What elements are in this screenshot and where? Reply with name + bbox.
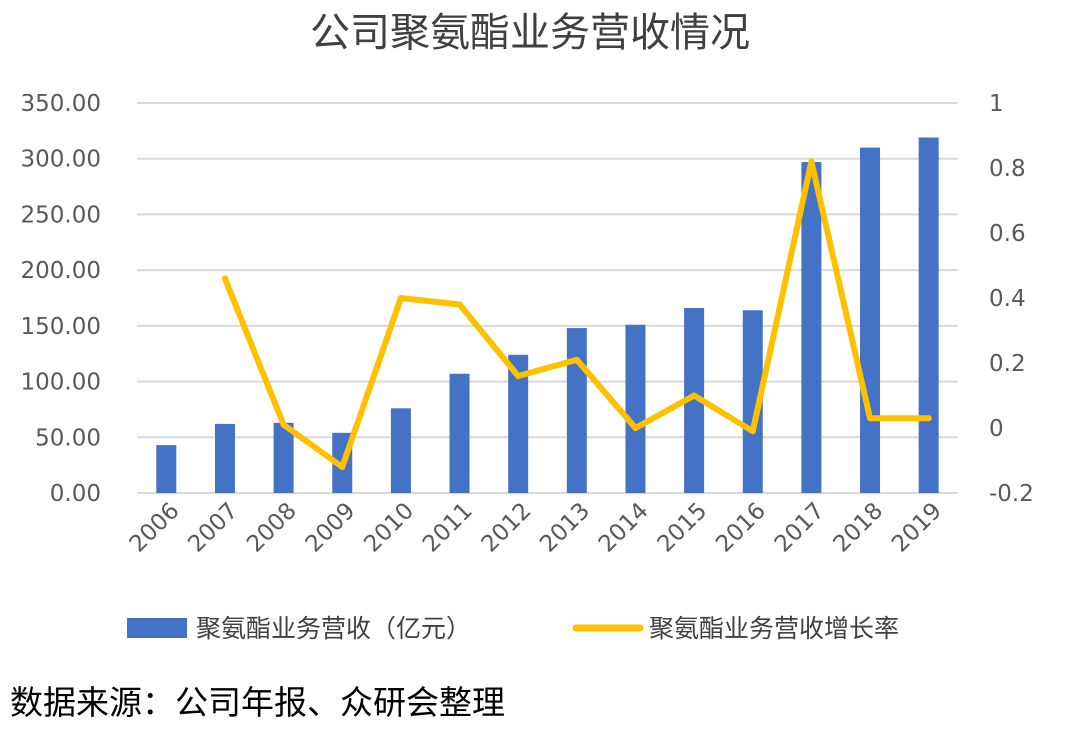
y-right-tick-label: 0.6	[989, 221, 1026, 247]
line-point	[339, 464, 346, 470]
bar	[273, 422, 294, 493]
line-point	[221, 275, 228, 282]
line-point	[691, 392, 698, 399]
line-point	[632, 425, 639, 431]
x-tick-label: 2011	[418, 498, 478, 558]
y-left-tick-label: 100.00	[21, 370, 101, 396]
y-left-tick-label: 250.00	[21, 202, 101, 228]
y-left-tick-label: 50.00	[35, 425, 101, 451]
x-tick-label: 2019	[887, 498, 947, 558]
legend-bar-label: 聚氨酯业务营收（亿元）	[196, 614, 471, 643]
bar	[390, 408, 411, 493]
line-point	[925, 415, 932, 422]
bar	[742, 310, 763, 493]
y-left-tick-label: 0.00	[50, 481, 101, 507]
line-series	[221, 158, 932, 470]
x-tick-label: 2010	[359, 498, 419, 558]
chart-title: 公司聚氨酯业务营收情况	[310, 10, 750, 56]
bar	[449, 373, 470, 493]
legend-line-label: 聚氨酯业务营收增长率	[649, 614, 899, 643]
bar	[508, 354, 529, 493]
x-tick-label: 2018	[828, 498, 888, 558]
line-point	[397, 295, 404, 301]
line-point	[808, 158, 815, 165]
line-point	[867, 415, 874, 422]
y-left-tick-label: 150.00	[21, 314, 101, 340]
x-tick-label: 2006	[125, 498, 185, 558]
y-right-tick-label: -0.2	[989, 481, 1034, 507]
line-point	[280, 421, 287, 428]
x-tick-label: 2007	[183, 498, 243, 558]
bar	[566, 328, 587, 493]
bar	[625, 324, 646, 493]
line-point	[456, 301, 463, 308]
x-tick-label: 2016	[711, 498, 771, 558]
line-point	[515, 373, 522, 379]
y-left-tick-label: 300.00	[21, 147, 101, 173]
chart: 公司聚氨酯业务营收情况 0.00 50.00 100.00 150.00 200.00 2…	[21, 10, 1034, 643]
x-tick-label: 2013	[535, 498, 595, 558]
bar	[684, 308, 705, 493]
gridlines	[137, 102, 958, 494]
bar	[918, 137, 939, 494]
y-axis-left: 0.00 50.00 100.00 150.00 200.00 250.00 300.00 3…	[21, 91, 101, 507]
bar	[801, 162, 822, 494]
legend: 聚氨酯业务营收（亿元） 聚氨酯业务营收增长率	[127, 614, 899, 643]
y-left-tick-label: 350.00	[21, 91, 101, 117]
y-right-tick-label: 0.8	[989, 156, 1026, 182]
x-tick-label: 2009	[301, 498, 361, 558]
bar-series	[156, 137, 939, 494]
x-tick-label: 2015	[653, 498, 713, 558]
bar	[860, 147, 881, 494]
x-axis: 2006200720082009201020112012201320142015…	[125, 498, 947, 558]
line-point	[573, 356, 580, 363]
y-left-tick-label: 200.00	[21, 258, 101, 284]
x-tick-label: 2014	[594, 498, 654, 558]
y-axis-right: -0.2 0 0.2 0.4 0.6 0.8 1	[989, 91, 1034, 507]
x-tick-label: 2012	[477, 498, 537, 558]
bar	[214, 423, 235, 493]
legend-bar-swatch	[127, 618, 187, 638]
y-right-tick-label: 1	[989, 91, 1004, 117]
y-right-tick-label: 0	[989, 416, 1004, 442]
source-note: 数据来源：公司年报、众研会整理	[10, 683, 505, 722]
y-right-tick-label: 0.2	[989, 351, 1026, 377]
y-right-tick-label: 0.4	[989, 286, 1026, 312]
line-point	[749, 428, 756, 435]
x-tick-label: 2008	[242, 498, 302, 558]
bar	[156, 445, 177, 493]
x-tick-label: 2017	[770, 498, 830, 558]
